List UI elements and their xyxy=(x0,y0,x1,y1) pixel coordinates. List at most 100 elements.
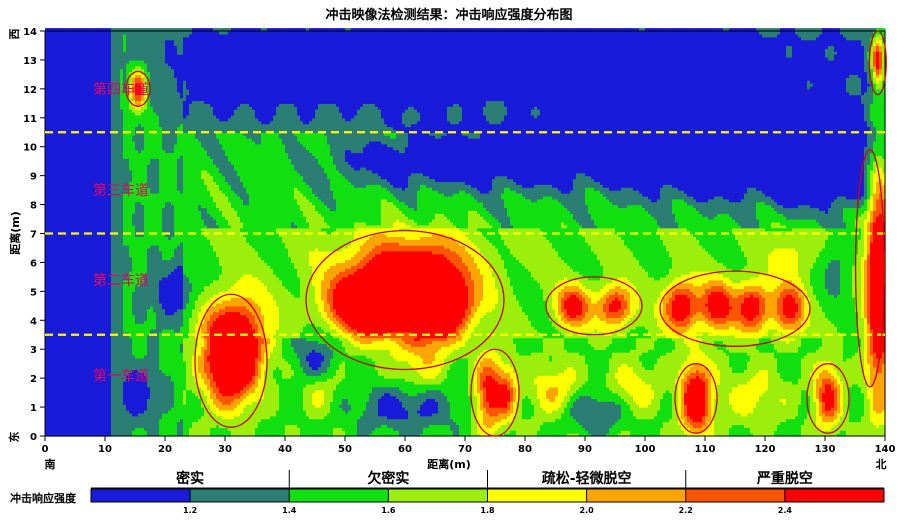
heatmap-cell xyxy=(48,195,52,200)
heatmap-cell xyxy=(87,415,91,420)
heatmap-cell xyxy=(45,407,49,411)
heatmap-cell xyxy=(84,103,88,107)
heatmap-cell xyxy=(45,207,49,211)
heatmap-cell xyxy=(87,204,91,209)
heatmap-cell xyxy=(54,181,58,185)
heatmap-cell xyxy=(78,401,82,405)
heatmap-cell xyxy=(75,381,79,385)
heatmap-cell xyxy=(51,204,55,209)
heatmap-cell xyxy=(78,184,82,188)
heatmap-cell xyxy=(60,123,64,128)
heatmap-cell xyxy=(66,279,70,284)
heatmap-cell xyxy=(63,375,67,379)
heatmap-cell xyxy=(84,178,88,183)
heatmap-cell xyxy=(81,59,85,64)
heatmap-cell xyxy=(45,346,49,350)
heatmap-cell xyxy=(48,412,52,417)
heatmap-cell xyxy=(78,253,82,258)
heatmap-cell xyxy=(45,74,49,78)
heatmap-cell xyxy=(69,42,73,47)
heatmap-cell xyxy=(81,97,85,102)
heatmap-cell xyxy=(66,276,70,281)
heatmap-cell xyxy=(66,135,70,139)
heatmap-cell xyxy=(48,103,52,107)
heatmap-cell xyxy=(81,398,85,402)
heatmap-cell xyxy=(69,415,73,420)
heatmap-cell xyxy=(54,80,58,84)
heatmap-cell xyxy=(51,297,55,301)
heatmap-cell xyxy=(63,71,67,75)
heatmap-cell xyxy=(63,369,67,373)
heatmap-cell xyxy=(81,80,85,84)
heatmap-cell xyxy=(57,39,61,44)
heatmap-cell xyxy=(51,181,55,185)
heatmap-cell xyxy=(48,395,52,399)
heatmap-cell xyxy=(60,36,64,41)
heatmap-cell xyxy=(48,424,52,428)
heatmap-cell xyxy=(87,276,91,281)
heatmap-cell xyxy=(63,216,67,220)
heatmap-cell xyxy=(75,224,79,229)
heatmap-cell xyxy=(66,366,70,371)
heatmap-cell xyxy=(78,114,82,119)
heatmap-cell xyxy=(63,59,67,64)
heatmap-cell xyxy=(87,85,91,90)
heatmap-cell xyxy=(51,430,55,434)
heatmap-cell xyxy=(72,294,76,298)
heatmap-cell xyxy=(60,239,64,243)
heatmap-cell xyxy=(72,71,76,75)
heatmap-cell xyxy=(60,74,64,78)
heatmap-cell xyxy=(90,323,94,327)
heatmap-cell xyxy=(54,314,58,318)
heatmap-cell xyxy=(57,279,61,284)
heatmap-cell xyxy=(51,187,55,191)
heatmap-cell xyxy=(54,28,58,32)
heatmap-cell xyxy=(66,83,70,87)
heatmap-cell xyxy=(72,279,76,284)
heatmap-cell xyxy=(51,114,55,119)
heatmap-cell xyxy=(45,326,49,330)
heatmap-cell xyxy=(45,404,49,408)
heatmap-cell xyxy=(66,346,70,350)
heatmap-cell xyxy=(84,68,88,73)
heatmap-cell xyxy=(45,213,49,217)
heatmap-cell xyxy=(63,378,67,382)
heatmap-cell xyxy=(63,149,67,154)
heatmap-cell xyxy=(63,311,67,316)
heatmap-cell xyxy=(69,219,73,223)
heatmap-cell xyxy=(69,216,73,220)
heatmap-cell xyxy=(54,39,58,44)
heatmap-cell xyxy=(45,178,49,183)
heatmap-cell xyxy=(60,112,64,116)
heatmap-cell xyxy=(48,120,52,125)
heatmap-cell xyxy=(63,175,67,180)
heatmap-cell xyxy=(75,114,79,119)
heatmap-cell xyxy=(87,245,91,249)
heatmap-cell xyxy=(69,253,73,258)
heatmap-cell xyxy=(63,158,67,162)
heatmap-cell xyxy=(51,274,55,278)
heatmap-cell xyxy=(69,274,73,278)
heatmap-cell xyxy=(60,381,64,385)
heatmap-cell xyxy=(75,45,79,49)
heatmap-cell xyxy=(84,366,88,371)
heatmap-cell xyxy=(87,201,91,206)
heatmap-cell xyxy=(72,407,76,411)
heatmap-cell xyxy=(75,427,79,431)
heatmap-cell xyxy=(78,259,82,264)
heatmap-cell xyxy=(78,340,82,345)
heatmap-cell xyxy=(63,224,67,229)
heatmap-cell xyxy=(45,204,49,209)
heatmap-cell xyxy=(84,407,88,411)
heatmap-cell xyxy=(48,74,52,78)
heatmap-cell xyxy=(81,262,85,266)
heatmap-cell xyxy=(63,386,67,391)
heatmap-cell xyxy=(45,187,49,191)
heatmap-cell xyxy=(54,239,58,243)
heatmap-cell xyxy=(63,363,67,368)
heatmap-cell xyxy=(57,401,61,405)
heatmap-cell xyxy=(72,88,76,93)
heatmap-cell xyxy=(60,415,64,420)
heatmap-cell xyxy=(54,334,58,339)
heatmap-cell xyxy=(51,349,55,353)
